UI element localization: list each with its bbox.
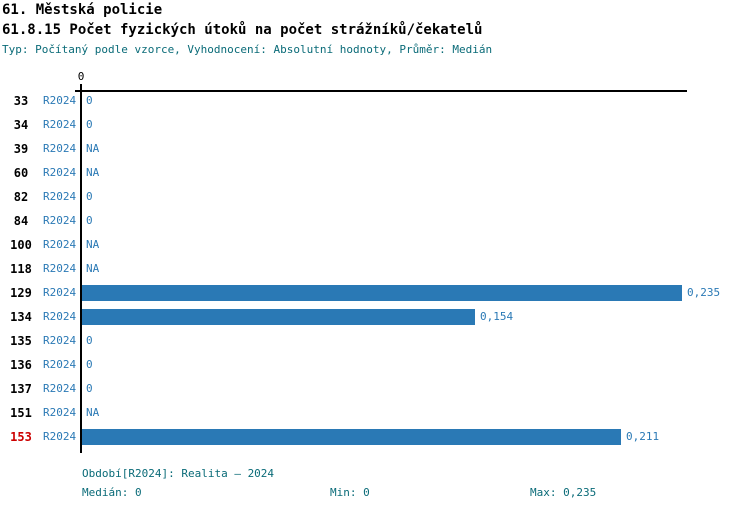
row-category-label: 39 — [13, 142, 29, 156]
row-series-label: R2024 — [43, 358, 77, 371]
row-series-label: R2024 — [43, 382, 77, 395]
footer-period-label: Období[R2024]: Realita – 2024 — [82, 467, 275, 480]
value-bar — [82, 429, 621, 445]
row-category-label: 137 — [10, 382, 32, 396]
value-label: 0 — [86, 382, 93, 395]
chart-row: 34 R2024 0 — [0, 113, 750, 137]
row-category-label: 136 — [10, 358, 32, 372]
chart-row: 136 R2024 0 — [0, 353, 750, 377]
value-label: 0 — [86, 94, 93, 107]
chart-y-axis-line — [80, 84, 82, 453]
chart-row: 100 R2024 NA — [0, 233, 750, 257]
row-series-label: R2024 — [43, 262, 77, 275]
chart-rows: 33 R2024 0 34 R2024 0 39 R2024 NA 60 R2024 NA 82 R202… — [0, 89, 750, 449]
report-meta-line: Typ: Počítaný podle vzorce, Vyhodnocení:… — [2, 43, 493, 56]
value-label: 0,154 — [480, 310, 514, 323]
footer-median-label: Medián: 0 — [82, 486, 142, 499]
value-label: NA — [86, 142, 100, 155]
chart-row: 129 R2024 0,235 — [0, 281, 750, 305]
chart-row: 118 R2024 NA — [0, 257, 750, 281]
chart-row: 153 R2024 0,211 — [0, 425, 750, 449]
value-label: 0 — [86, 190, 93, 203]
row-series-label: R2024 — [43, 238, 77, 251]
row-series-label: R2024 — [43, 286, 77, 299]
value-label: NA — [86, 166, 100, 179]
value-label: NA — [86, 238, 100, 251]
row-series-label: R2024 — [43, 118, 77, 131]
row-category-label: 151 — [10, 406, 32, 420]
chart-x-axis-line — [75, 90, 687, 92]
page-subtitle: 61.8.15 Počet fyzických útoků na počet s… — [2, 22, 483, 38]
value-label: NA — [86, 262, 100, 275]
footer-min-label: Min: 0 — [330, 486, 370, 499]
row-series-label: R2024 — [43, 94, 77, 107]
row-category-label: 134 — [10, 310, 32, 324]
value-label: NA — [86, 406, 100, 419]
row-category-label: 153 — [10, 430, 32, 444]
chart-row: 33 R2024 0 — [0, 89, 750, 113]
value-label: 0 — [86, 334, 93, 347]
chart-row: 134 R2024 0,154 — [0, 305, 750, 329]
value-bar — [82, 309, 475, 325]
row-series-label: R2024 — [43, 430, 77, 443]
chart-row: 84 R2024 0 — [0, 209, 750, 233]
row-series-label: R2024 — [43, 166, 77, 179]
row-category-label: 118 — [10, 262, 32, 276]
row-category-label: 60 — [13, 166, 29, 180]
row-series-label: R2024 — [43, 310, 77, 323]
row-series-label: R2024 — [43, 190, 77, 203]
footer-max-label: Max: 0,235 — [530, 486, 597, 499]
row-category-label: 135 — [10, 334, 32, 348]
chart-row: 39 R2024 NA — [0, 137, 750, 161]
value-label: 0,211 — [626, 430, 660, 443]
chart-row: 135 R2024 0 — [0, 329, 750, 353]
row-category-label: 33 — [13, 94, 29, 108]
row-series-label: R2024 — [43, 406, 77, 419]
row-series-label: R2024 — [43, 214, 77, 227]
row-series-label: R2024 — [43, 334, 77, 347]
row-category-label: 100 — [10, 238, 32, 252]
chart-row: 60 R2024 NA — [0, 161, 750, 185]
row-category-label: 84 — [13, 214, 29, 228]
page-title: 61. Městská policie — [2, 2, 163, 18]
chart-row: 151 R2024 NA — [0, 401, 750, 425]
axis-tick-label-zero: 0 — [77, 70, 85, 83]
value-label: 0 — [86, 358, 93, 371]
row-category-label: 129 — [10, 286, 32, 300]
chart-row: 82 R2024 0 — [0, 185, 750, 209]
value-label: 0 — [86, 118, 93, 131]
value-label: 0 — [86, 214, 93, 227]
row-series-label: R2024 — [43, 142, 77, 155]
row-category-label: 82 — [13, 190, 29, 204]
value-label: 0,235 — [687, 286, 721, 299]
value-bar — [82, 285, 682, 301]
row-category-label: 34 — [13, 118, 29, 132]
chart-row: 137 R2024 0 — [0, 377, 750, 401]
